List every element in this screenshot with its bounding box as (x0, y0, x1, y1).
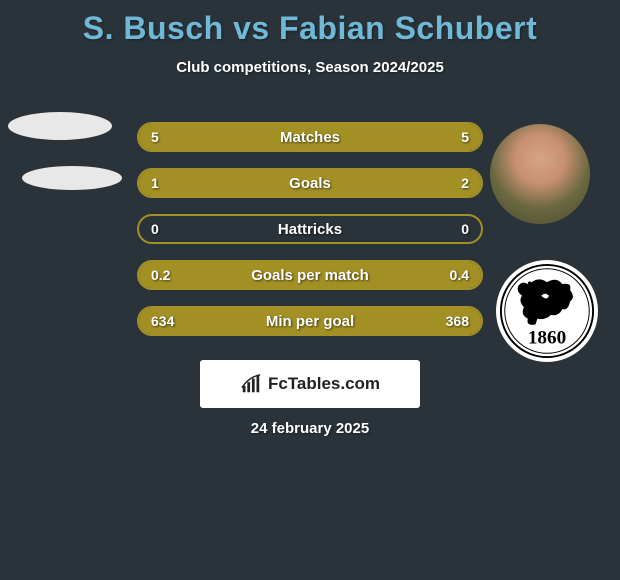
stat-row: 1Goals2 (137, 168, 483, 198)
fctables-logo: FcTables.com (200, 360, 420, 408)
player-right-avatar (490, 124, 590, 224)
stat-label: Matches (139, 124, 481, 150)
stat-label: Hattricks (139, 216, 481, 242)
stat-value-right: 368 (446, 308, 469, 334)
stats-container: 5Matches5 1Goals2 0Hattricks0 0.2Goals per … (137, 122, 483, 352)
stat-row: 0Hattricks0 (137, 214, 483, 244)
logo-text: FcTables.com (268, 374, 380, 394)
chart-icon (240, 373, 262, 395)
stat-value-right: 0 (461, 216, 469, 242)
stat-row: 5Matches5 (137, 122, 483, 152)
club-year: 1860 (528, 328, 566, 349)
stat-label: Min per goal (139, 308, 481, 334)
stat-value-right: 2 (461, 170, 469, 196)
stat-label: Goals (139, 170, 481, 196)
player-left-avatar (8, 112, 122, 190)
subtitle: Club competitions, Season 2024/2025 (0, 59, 620, 76)
stat-row: 634Min per goal368 (137, 306, 483, 336)
stat-label: Goals per match (139, 262, 481, 288)
club-badge: 1860 (496, 260, 598, 362)
stat-value-right: 0.4 (450, 262, 469, 288)
placeholder-ellipse (8, 112, 112, 140)
stat-value-right: 5 (461, 124, 469, 150)
placeholder-ellipse (22, 166, 122, 190)
date: 24 february 2025 (0, 420, 620, 437)
page-title: S. Busch vs Fabian Schubert (0, 0, 620, 47)
stat-row: 0.2Goals per match0.4 (137, 260, 483, 290)
